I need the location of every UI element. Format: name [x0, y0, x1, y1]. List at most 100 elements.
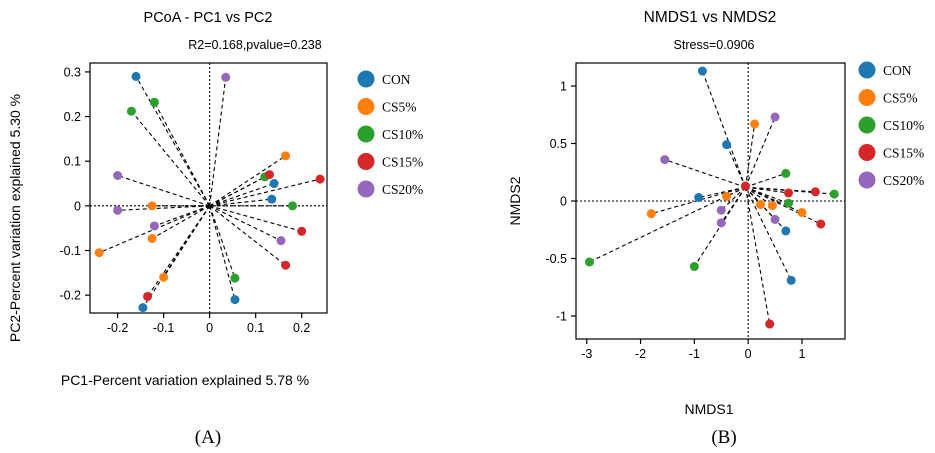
point-cs10 [230, 273, 240, 283]
link-line [744, 123, 756, 188]
x-tick-label: -2 [635, 347, 646, 361]
link-line [664, 159, 746, 188]
point-cs20 [221, 72, 231, 82]
point-cs20 [113, 205, 123, 215]
point-cs5 [750, 119, 760, 129]
panel-label: (B) [711, 427, 736, 448]
point-cs10 [287, 201, 297, 211]
legend-marker-cs5 [357, 98, 375, 115]
point-cs20 [770, 112, 780, 122]
link-line [745, 186, 773, 207]
link-line [745, 186, 789, 204]
legend: CON CS5% CS10% CS15% CS20% [858, 61, 924, 189]
point-cs15 [315, 174, 325, 184]
link-line [209, 174, 270, 207]
link-line [117, 174, 210, 207]
point-cs15 [784, 188, 794, 198]
point-cs15 [264, 170, 274, 180]
link-line [151, 205, 210, 239]
point-cs5 [767, 201, 777, 211]
legend-marker-cs15 [858, 144, 876, 161]
point-cs15 [297, 226, 307, 236]
x-tick-label: 1 [798, 347, 805, 361]
x-axis-label: PC1-Percent variation explained 5.78 % [61, 372, 309, 388]
link-line [209, 77, 227, 206]
y-tick-label: 0.5 [550, 137, 567, 151]
x-tick-label: 0 [206, 321, 213, 335]
link-line [209, 205, 286, 266]
y-tick-label: -0.5 [545, 252, 567, 266]
y-tick-label: 0.1 [64, 155, 81, 169]
panel-nmds: NMDS1 vs NMDS2 Stress=0.0906 -3 -2 -1 0 1 -1 -0.… [507, 9, 924, 448]
point-cs15 [765, 319, 775, 329]
point-con [786, 275, 796, 285]
link-line [701, 70, 746, 188]
point-con [131, 71, 141, 81]
point-con [781, 226, 791, 236]
y-tick-label: 1 [560, 80, 567, 94]
legend-marker-cs10 [858, 116, 876, 134]
point-con [230, 295, 240, 305]
chart-subtitle: R2=0.168,pvalue=0.238 [188, 38, 321, 52]
x-axis-label: NMDS1 [684, 401, 733, 417]
point-cs20 [716, 205, 726, 215]
point-cs10 [126, 106, 136, 116]
point-cs5 [797, 208, 807, 217]
point-con [138, 303, 148, 313]
link-line [726, 144, 746, 188]
point-cs20 [770, 214, 780, 224]
point-cs15 [810, 187, 820, 197]
x-tick-label: 0.2 [293, 321, 310, 335]
legend-marker-con [357, 70, 375, 88]
y-tick-label: -0.1 [59, 244, 81, 258]
link-line [117, 205, 210, 211]
y-tick-label: 0.2 [64, 110, 81, 124]
link-line [744, 187, 771, 325]
legend-marker-cs15 [357, 153, 375, 170]
panel-pcoa: PCoA - PC1 vs PC2 R2=0.168,pvalue=0.238 -0… [7, 10, 423, 448]
point-cs15 [816, 219, 826, 229]
x-tick-label: 0 [745, 347, 752, 361]
link-line [720, 186, 746, 224]
chart-title: NMDS1 vs NMDS2 [644, 9, 777, 26]
point-cs5 [94, 248, 104, 258]
link-line [153, 102, 211, 207]
y-tick-label: -1 [556, 310, 567, 324]
legend-label-cs15: CS15% [382, 155, 423, 170]
point-cs15 [281, 260, 291, 270]
link-line [744, 186, 792, 281]
link-line [142, 205, 211, 308]
link-line [163, 205, 211, 278]
link-line [209, 205, 282, 242]
point-cs20 [716, 218, 726, 228]
y-tick-label: 0 [560, 195, 567, 209]
link-line [745, 172, 786, 188]
legend-label-cs10: CS10% [883, 118, 924, 133]
x-tick-label: -1 [689, 347, 700, 361]
x-tick-label: -0.1 [153, 321, 175, 335]
point-con [267, 194, 277, 204]
panel-label: (A) [195, 427, 221, 448]
point-cs20 [113, 171, 123, 180]
link-line [135, 76, 211, 207]
legend-label-cs15: CS15% [883, 146, 924, 161]
point-con [697, 66, 707, 76]
legend-label-cs20: CS20% [382, 182, 423, 197]
point-cs10 [689, 262, 699, 272]
point-cs20 [660, 155, 670, 165]
link-line [209, 155, 286, 207]
link-line [209, 205, 236, 279]
legend-marker-cs10 [357, 125, 375, 143]
legend-label-cs5: CS5% [883, 91, 918, 106]
point-cs5 [147, 233, 157, 243]
link-line [130, 110, 211, 207]
y-axis-label: NMDS2 [507, 176, 523, 225]
y-tick-label: 0 [74, 199, 81, 213]
point-cs5 [756, 199, 766, 209]
link-line [209, 205, 302, 232]
link-line [209, 205, 236, 300]
point-cs10 [784, 198, 794, 208]
point-cs5 [147, 201, 157, 211]
y-tick-label: -0.2 [59, 289, 81, 303]
link-line [720, 186, 746, 211]
